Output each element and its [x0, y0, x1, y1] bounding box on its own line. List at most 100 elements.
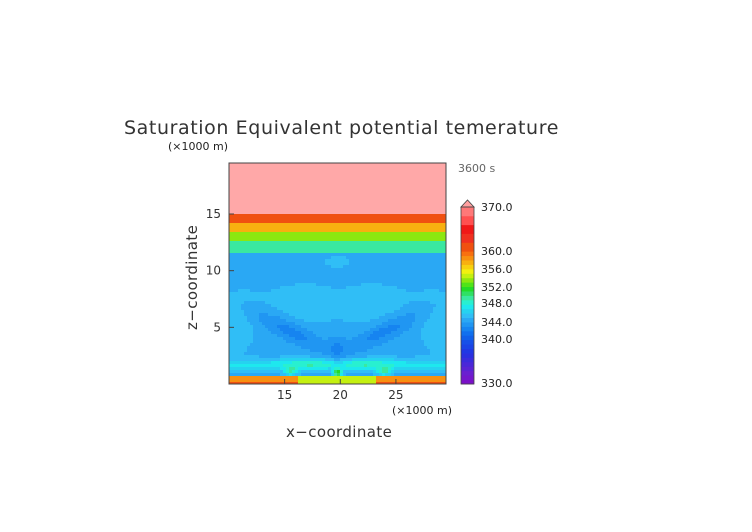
heatmap-cell — [376, 331, 380, 335]
heatmap-cell — [394, 313, 398, 317]
heatmap-cell — [406, 196, 410, 200]
heatmap-cell — [334, 355, 338, 359]
heatmap-cell — [439, 208, 443, 212]
heatmap-cell — [241, 295, 245, 299]
heatmap-cell — [349, 304, 353, 308]
heatmap-cell — [232, 277, 236, 281]
heatmap-cell — [235, 181, 239, 185]
heatmap-cell — [331, 190, 335, 194]
heatmap-cell — [403, 304, 407, 308]
heatmap-cell — [322, 295, 326, 299]
heatmap-cell — [256, 364, 260, 368]
heatmap-cell — [367, 343, 371, 347]
heatmap-cell — [277, 310, 281, 314]
heatmap-cell — [262, 319, 266, 323]
heatmap-cell — [409, 199, 413, 203]
heatmap-cell — [427, 292, 431, 296]
heatmap-cell — [277, 313, 281, 317]
heatmap-cell — [385, 271, 389, 275]
heatmap-cell — [376, 184, 380, 188]
heatmap-cell — [265, 226, 269, 230]
heatmap-cell — [289, 337, 293, 341]
heatmap-cell — [295, 265, 299, 269]
heatmap-cell — [250, 328, 254, 332]
heatmap-cell — [349, 325, 353, 329]
heatmap-cell — [427, 301, 431, 305]
heatmap-cell — [250, 259, 254, 263]
heatmap-cell — [364, 178, 368, 182]
heatmap-cell — [424, 319, 428, 323]
heatmap-cell — [349, 316, 353, 320]
heatmap-cell — [361, 319, 365, 323]
heatmap-cell — [358, 223, 362, 227]
heatmap-cell — [298, 244, 302, 248]
heatmap-cell — [241, 229, 245, 233]
heatmap-cell — [442, 190, 446, 194]
heatmap-cell — [319, 289, 323, 293]
heatmap-cell — [385, 253, 389, 257]
heatmap-cell — [418, 238, 422, 242]
heatmap-cell — [325, 220, 329, 224]
heatmap-cell — [313, 199, 317, 203]
heatmap-cell — [349, 334, 353, 338]
heatmap-cell — [427, 328, 431, 332]
heatmap-cell — [322, 223, 326, 227]
heatmap-cell — [286, 295, 290, 299]
heatmap-cell — [292, 307, 296, 311]
heatmap-cell — [331, 169, 335, 173]
heatmap-cell — [412, 247, 416, 251]
heatmap-cell — [301, 190, 305, 194]
heatmap-cell — [397, 304, 401, 308]
heatmap-cell — [439, 226, 443, 230]
heatmap-cell — [244, 280, 248, 284]
heatmap-cell — [235, 280, 239, 284]
heatmap-cell — [421, 172, 425, 176]
heatmap-cell — [307, 229, 311, 233]
heatmap-cell — [280, 265, 284, 269]
heatmap-cell — [253, 253, 257, 257]
heatmap-cell — [265, 289, 269, 293]
heatmap-cell — [283, 187, 287, 191]
heatmap-cell — [415, 202, 419, 206]
heatmap-cell — [268, 190, 272, 194]
heatmap-cell — [415, 289, 419, 293]
heatmap-cell — [394, 196, 398, 200]
heatmap-cell — [307, 358, 311, 362]
heatmap-cell — [298, 319, 302, 323]
heatmap-cell — [265, 298, 269, 302]
heatmap-cell — [250, 199, 254, 203]
heatmap-cell — [268, 169, 272, 173]
heatmap-cell — [316, 166, 320, 170]
heatmap-cell — [391, 253, 395, 257]
heatmap-cell — [310, 229, 314, 233]
heatmap-cell — [244, 265, 248, 269]
heatmap-cell — [394, 193, 398, 197]
heatmap-cell — [403, 292, 407, 296]
heatmap-cell — [424, 202, 428, 206]
heatmap-cell — [373, 349, 377, 353]
heatmap-cell — [244, 172, 248, 176]
heatmap-cell — [235, 268, 239, 272]
heatmap-cell — [328, 166, 332, 170]
heatmap-cell — [250, 298, 254, 302]
heatmap-cell — [334, 280, 338, 284]
heatmap-cell — [247, 208, 251, 212]
heatmap-cell — [268, 175, 272, 179]
heatmap-cell — [424, 259, 428, 263]
heatmap-cell — [370, 196, 374, 200]
heatmap-cell — [421, 259, 425, 263]
heatmap-cell — [331, 199, 335, 203]
heatmap-cell — [289, 355, 293, 359]
heatmap-cell — [427, 280, 431, 284]
heatmap-cell — [325, 331, 329, 335]
heatmap-cell — [244, 349, 248, 353]
heatmap-cell — [415, 331, 419, 335]
heatmap-cell — [262, 208, 266, 212]
heatmap-cell — [244, 226, 248, 230]
heatmap-cell — [424, 187, 428, 191]
heatmap-cell — [307, 259, 311, 263]
heatmap-cell — [388, 331, 392, 335]
heatmap-cell — [442, 205, 446, 209]
heatmap-cell — [436, 244, 440, 248]
heatmap-cell — [427, 217, 431, 221]
